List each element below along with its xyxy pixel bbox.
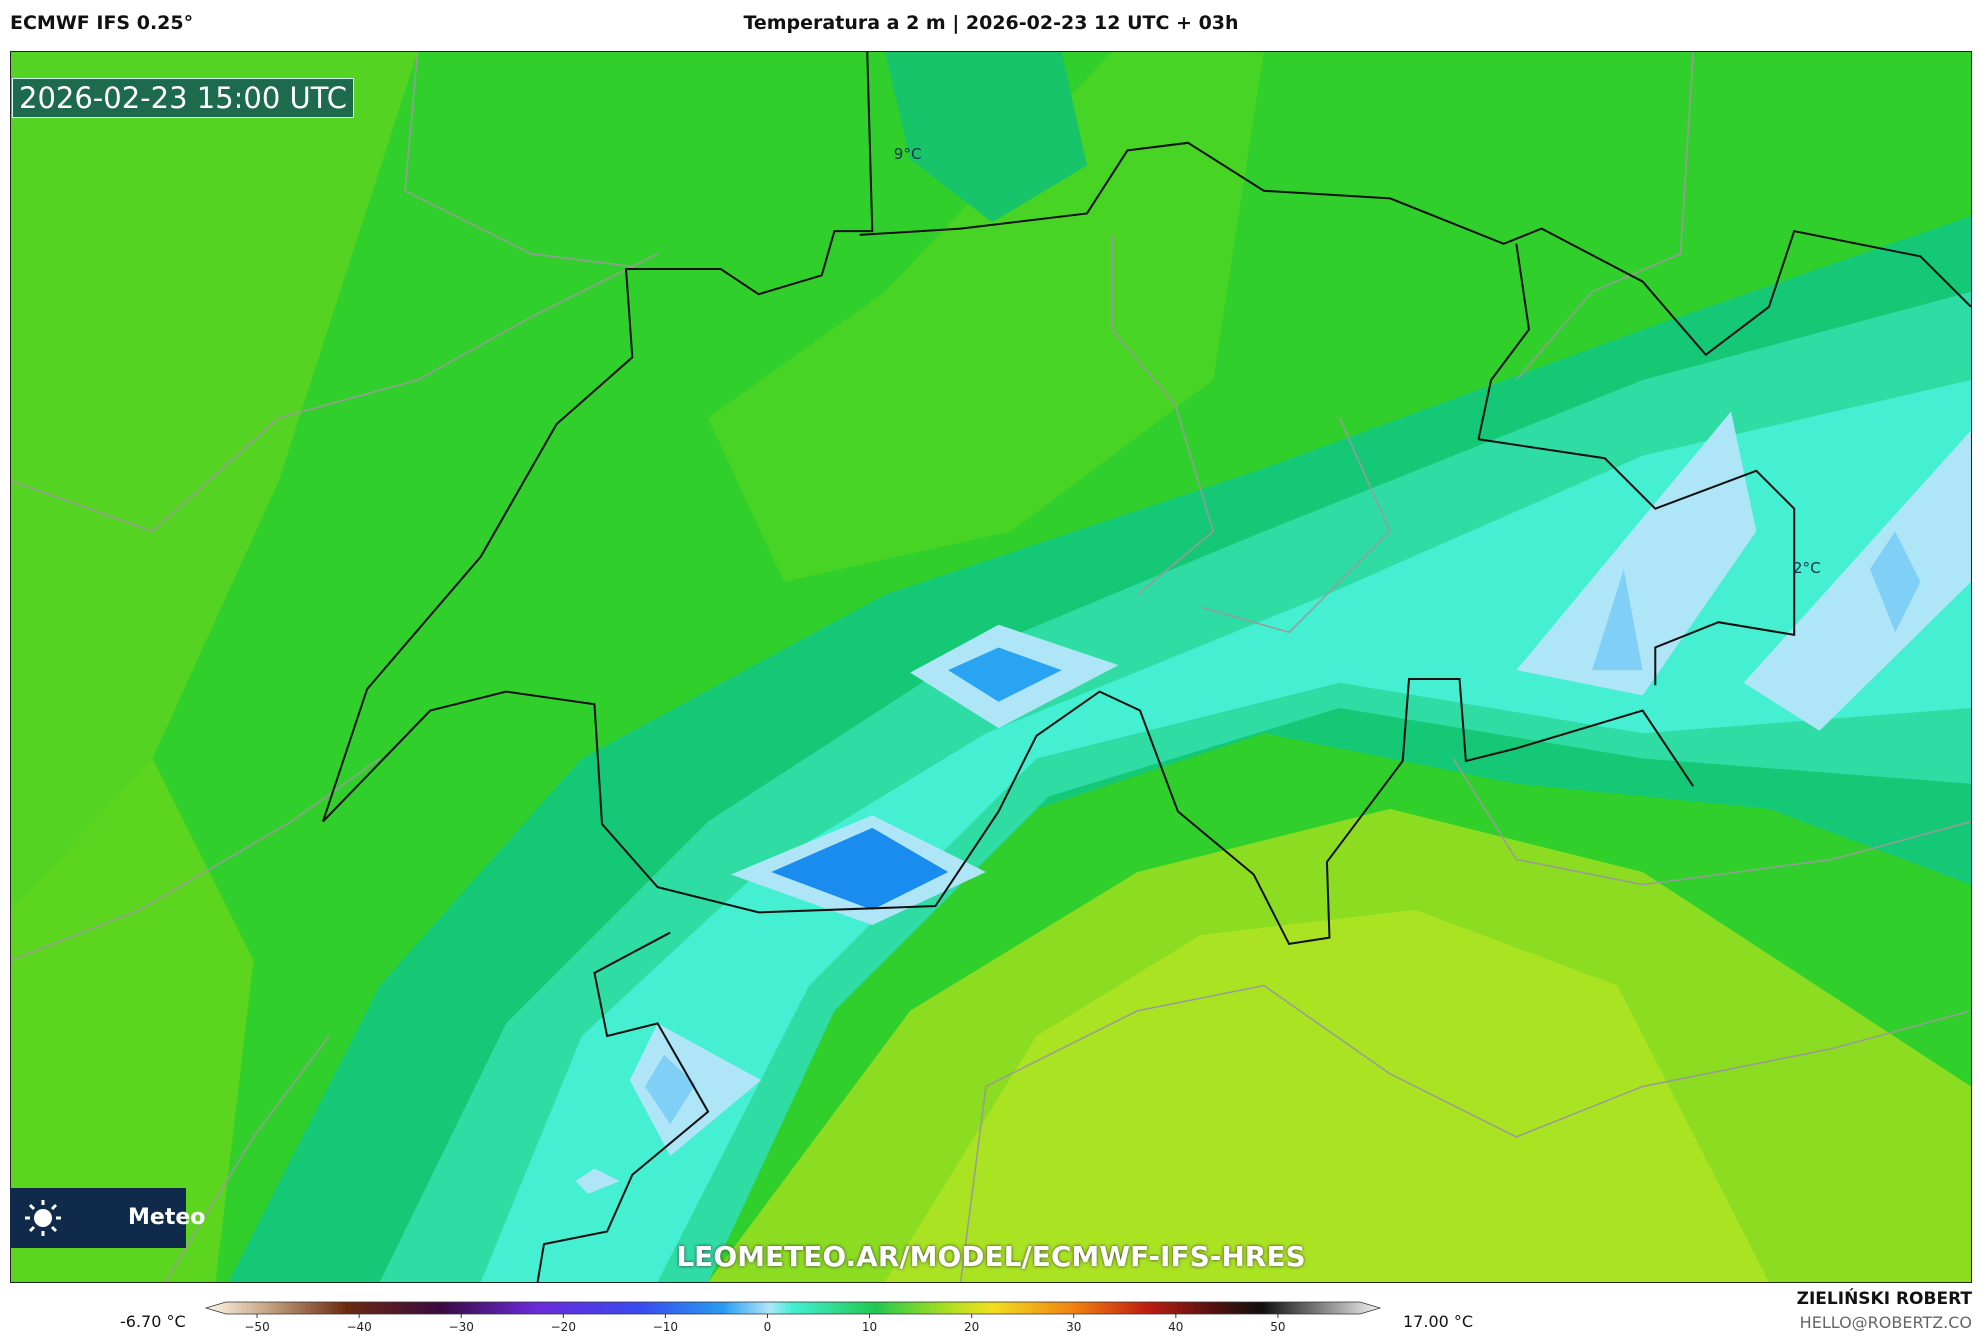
contour-label: 2°C xyxy=(1793,559,1821,577)
colorbar-tick-label: −40 xyxy=(346,1320,371,1334)
author: ZIELIŃSKI ROBERT xyxy=(1796,1289,1972,1309)
colorbar-tick-label: 0 xyxy=(764,1320,772,1334)
regional-borders xyxy=(11,52,1971,1282)
temp-area xyxy=(644,1054,696,1125)
colorbar-tick-label: 40 xyxy=(1168,1320,1183,1334)
country-borders xyxy=(321,52,1971,1282)
temp-area xyxy=(771,827,949,910)
temp-area xyxy=(884,909,1769,1282)
colorbar: −50 −40 −30 −20 −10 0 10 20 30 40 50 xyxy=(204,1301,1382,1334)
temp-area xyxy=(884,52,1087,223)
temp-area xyxy=(575,1168,620,1194)
logo-icon xyxy=(25,1200,61,1236)
min-label: -6.70 °C xyxy=(120,1312,186,1331)
map-title: Temperatura a 2 m | 2026-02-23 12 UTC + … xyxy=(743,12,1239,34)
colorbar-tick-label: 30 xyxy=(1066,1320,1081,1334)
temp-area xyxy=(11,758,254,1282)
colorbar-tick-label: 50 xyxy=(1270,1320,1285,1334)
logo-text: Meteo xyxy=(128,1205,206,1230)
temp-area xyxy=(948,647,1062,702)
logo xyxy=(10,1188,186,1248)
temp-area xyxy=(1516,411,1757,696)
temp-area xyxy=(1743,430,1971,731)
map: 9°C 2°C xyxy=(10,51,1972,1283)
contour-label: 9°C xyxy=(894,145,922,163)
watermark: LEOMETEO.AR/MODEL/ECMWF-IFS-HRES xyxy=(676,1240,1306,1273)
colorbar-tick-label: −50 xyxy=(244,1320,269,1334)
timestamp: 2026-02-23 15:00 UTC xyxy=(12,78,355,118)
temp-area xyxy=(1869,531,1921,633)
colorbar-tick-label: 10 xyxy=(862,1320,877,1334)
temp-area xyxy=(1592,569,1643,671)
colorbar-tick-label: 20 xyxy=(964,1320,979,1334)
colorbar-tick-label: −30 xyxy=(449,1320,474,1334)
colorbar-tick-label: −10 xyxy=(653,1320,678,1334)
temp-area xyxy=(11,52,418,910)
email: HELLO@ROBERTZ.CO xyxy=(1799,1313,1972,1332)
colorbar-tick-label: −20 xyxy=(551,1320,576,1334)
temp-area xyxy=(708,52,1264,582)
max-label: 17.00 °C xyxy=(1403,1312,1474,1331)
model-name: ECMWF IFS 0.25° xyxy=(10,12,194,34)
colorbar-scale xyxy=(204,1301,1382,1315)
